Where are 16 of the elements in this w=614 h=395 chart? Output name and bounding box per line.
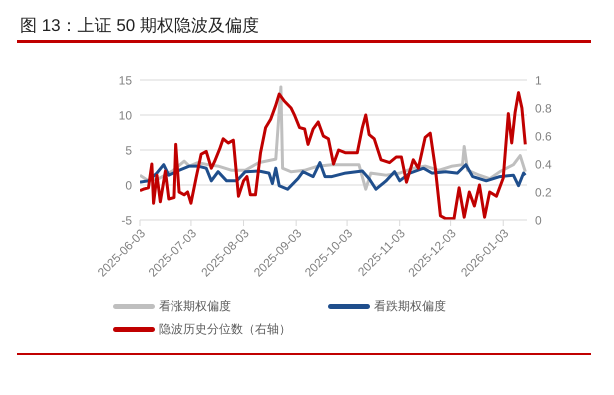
y-tick-label: 0 bbox=[125, 178, 132, 192]
y2-tick-label: 0.4 bbox=[535, 157, 552, 172]
chart-title: 图 13：上证 50 期权隐波及偏度 bbox=[20, 15, 259, 37]
y-tick-label: 15 bbox=[118, 73, 132, 88]
legend-label: 隐波历史分位数（右轴） bbox=[159, 321, 291, 338]
legend-label: 看跌期权偏度 bbox=[374, 298, 446, 315]
y2-tick-label: 0.2 bbox=[535, 185, 552, 200]
y2-tick-label: 0.8 bbox=[535, 101, 552, 116]
y2-tick-label: 0.6 bbox=[535, 129, 552, 144]
y-tick-label: 10 bbox=[118, 108, 132, 122]
legend-label: 看涨期权偏度 bbox=[159, 298, 231, 315]
y2-tick-label: 0 bbox=[535, 213, 542, 228]
line-series bbox=[140, 161, 527, 191]
y2-tick-label: 1 bbox=[535, 73, 542, 88]
y-tick-label: -5 bbox=[121, 213, 132, 228]
y-tick-label: 5 bbox=[125, 143, 132, 158]
